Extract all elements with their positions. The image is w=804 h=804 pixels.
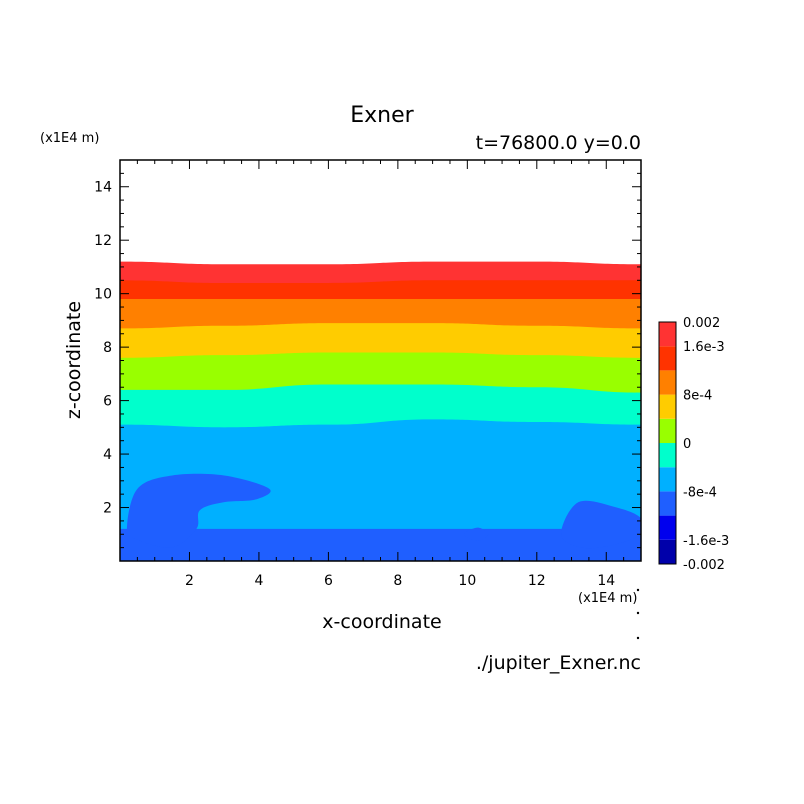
- contour-blob: [126, 473, 271, 548]
- x-tick-label: 4: [254, 573, 263, 589]
- contour-band: [120, 419, 641, 561]
- colorbar-label: -8e-4: [683, 485, 717, 500]
- colorbar-segment: [659, 346, 676, 371]
- x-tick-label: 10: [458, 573, 476, 589]
- colorbar-label: 1.6e-3: [683, 340, 725, 355]
- y-tick-label: 6: [103, 394, 112, 410]
- colorbar-label: 8e-4: [683, 389, 712, 404]
- x-unit-label: (x1E4 m): [578, 591, 637, 606]
- x-tick-label: 12: [528, 573, 546, 589]
- x-axis-label: x-coordinate: [322, 611, 441, 633]
- colorbar-label: -1.6e-3: [683, 534, 729, 549]
- contour-blob: [463, 527, 489, 541]
- colorbar-segment: [659, 322, 676, 347]
- x-tick-label: 8: [393, 573, 402, 589]
- colorbar-label: -0.002: [683, 558, 725, 573]
- y-tick-label: 8: [103, 340, 112, 356]
- colorbar: [658, 321, 677, 565]
- chart-subtitle: t=76800.0 y=0.0: [476, 132, 641, 154]
- contour-blobs: [126, 473, 641, 549]
- colorbar-segment: [659, 491, 676, 516]
- colorbar-segment: [659, 515, 676, 540]
- colorbar-label: 0: [683, 437, 691, 452]
- y-tick-label: 4: [103, 447, 112, 463]
- axis-tick-labels: 2 4 6 8 10 12 14 2 4 6 8 10 12 14: [94, 180, 615, 589]
- contour-blob: [561, 500, 641, 549]
- chart-title: Exner: [350, 103, 414, 128]
- colorbar-frame: [658, 321, 677, 565]
- axis-ticks: [120, 160, 641, 561]
- contour-band: [120, 528, 641, 561]
- colorbar-segment: [659, 467, 676, 492]
- y-tick-label: 2: [103, 501, 112, 517]
- colorbar-segment: [659, 443, 676, 468]
- x-tick-label: 2: [185, 573, 194, 589]
- y-tick-label: 14: [94, 180, 112, 196]
- colorbar-segment: [659, 418, 676, 443]
- source-filename: ./jupiter_Exner.nc: [476, 652, 641, 674]
- contour-bands: [120, 261, 641, 561]
- y-tick-label: 12: [94, 233, 112, 249]
- colorbar-segment: [659, 370, 676, 395]
- footer-markers: [636, 588, 640, 640]
- colorbar-label: 0.002: [683, 316, 720, 331]
- colorbar-labels: 0.002 1.6e-3 8e-4 0 -8e-4 -1.6e-3 -0.002: [683, 316, 729, 573]
- contour-plot: [120, 160, 641, 561]
- x-tick-label: 6: [324, 573, 333, 589]
- x-tick-label: 14: [597, 573, 615, 589]
- colorbar-segment: [659, 394, 676, 419]
- colorbar-segment: [659, 539, 676, 564]
- y-tick-label: 10: [94, 287, 112, 303]
- y-axis-label: z-coordinate: [63, 301, 85, 419]
- y-unit-label: (x1E4 m): [40, 131, 99, 146]
